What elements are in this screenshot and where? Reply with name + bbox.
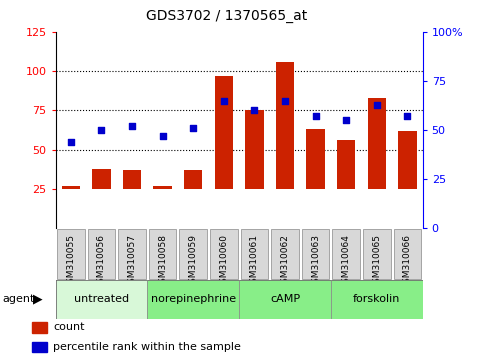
FancyBboxPatch shape (180, 229, 207, 279)
Point (403, 114, 411, 119)
Bar (184, 170, 202, 189)
Point (189, 125, 197, 131)
Bar (123, 170, 141, 189)
Text: norepinephrine: norepinephrine (151, 294, 236, 304)
Text: GSM310058: GSM310058 (158, 234, 167, 290)
Text: ▶: ▶ (33, 293, 43, 306)
Text: percentile rank within the sample: percentile rank within the sample (53, 342, 241, 352)
Bar (245, 110, 264, 189)
Bar (337, 140, 355, 189)
Point (281, 98, 289, 103)
Text: cAMP: cAMP (270, 294, 300, 304)
FancyBboxPatch shape (210, 229, 238, 279)
FancyBboxPatch shape (363, 229, 390, 279)
FancyBboxPatch shape (302, 229, 329, 279)
Bar (32, 322, 47, 333)
FancyBboxPatch shape (118, 229, 146, 279)
FancyBboxPatch shape (332, 229, 360, 279)
Point (128, 123, 136, 129)
Point (220, 98, 227, 103)
Point (251, 108, 258, 113)
Bar (92, 169, 111, 189)
Bar (147, 280, 239, 319)
Text: GDS3702 / 1370565_at: GDS3702 / 1370565_at (146, 9, 308, 23)
FancyBboxPatch shape (88, 229, 115, 279)
Point (342, 118, 350, 123)
Point (98, 127, 105, 133)
FancyBboxPatch shape (271, 229, 298, 279)
Text: forskolin: forskolin (353, 294, 400, 304)
Text: count: count (53, 322, 85, 332)
Text: GSM310062: GSM310062 (281, 234, 289, 289)
FancyBboxPatch shape (394, 229, 421, 279)
Bar (306, 129, 325, 189)
Bar (214, 76, 233, 189)
Bar (56, 280, 147, 319)
Text: GSM310063: GSM310063 (311, 234, 320, 290)
Bar (276, 62, 294, 189)
Text: GSM310061: GSM310061 (250, 234, 259, 290)
Text: GSM310064: GSM310064 (341, 234, 351, 289)
FancyBboxPatch shape (241, 229, 268, 279)
Bar (368, 98, 386, 189)
Point (373, 102, 381, 107)
Bar (239, 280, 331, 319)
Bar (62, 186, 80, 189)
Point (159, 133, 167, 139)
Text: GSM310065: GSM310065 (372, 234, 381, 290)
Text: GSM310055: GSM310055 (66, 234, 75, 290)
Bar (32, 342, 47, 352)
Text: GSM310056: GSM310056 (97, 234, 106, 290)
FancyBboxPatch shape (57, 229, 85, 279)
Bar (331, 280, 423, 319)
Point (67, 139, 75, 145)
Bar (398, 131, 416, 189)
FancyBboxPatch shape (149, 229, 176, 279)
Point (312, 114, 319, 119)
Text: GSM310060: GSM310060 (219, 234, 228, 290)
Text: agent: agent (2, 294, 35, 304)
Text: untreated: untreated (74, 294, 129, 304)
Text: GSM310066: GSM310066 (403, 234, 412, 290)
Text: GSM310057: GSM310057 (128, 234, 137, 290)
Text: GSM310059: GSM310059 (189, 234, 198, 290)
Bar (154, 186, 172, 189)
